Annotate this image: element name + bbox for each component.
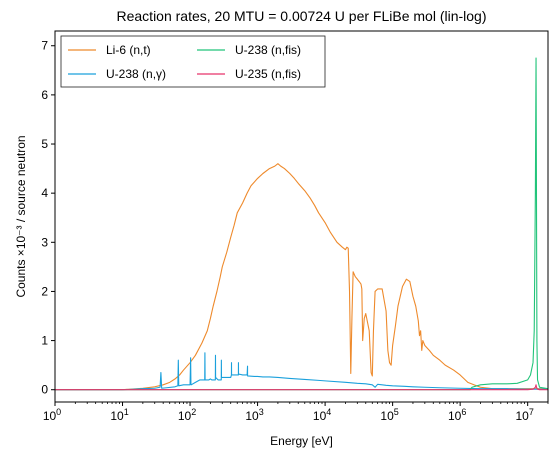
legend: Li-6 (n,t) U-238 (n,γ) U-238 (n,fis) U-235 … [61, 36, 325, 87]
x-tick-label-exp-0: 0 [56, 407, 61, 417]
legend-label-0: Li-6 (n,t) [106, 43, 151, 57]
y-axis-label: Counts ×10⁻³ / source neutron [14, 135, 28, 297]
x-tick-label-exp-2: 2 [191, 407, 196, 417]
y-tick-label-3: 3 [41, 235, 48, 249]
x-axis-label: Energy [eV] [270, 434, 333, 448]
legend-label-3: U-235 (n,fis) [235, 67, 301, 81]
y-tick-label-2: 2 [41, 284, 48, 298]
y-tick-label-5: 5 [41, 137, 48, 151]
legend-label-2: U-238 (n,fis) [235, 43, 301, 57]
x-tick-label-5: 105 [380, 407, 398, 423]
x-tick-label-6: 106 [448, 407, 466, 423]
y-tick-label-4: 4 [41, 186, 48, 200]
x-tick-label-2: 102 [178, 407, 196, 423]
x-tick-label-exp-1: 1 [124, 407, 129, 417]
x-tick-label-4: 104 [313, 407, 331, 423]
y-tick-label-7: 7 [41, 39, 48, 53]
y-tick-label-0: 0 [41, 383, 48, 397]
y-tick-label-1: 1 [41, 334, 48, 348]
x-tick-label-exp-4: 4 [326, 407, 331, 417]
legend-label-1: U-238 (n,γ) [106, 67, 166, 81]
chart-title: Reaction rates, 20 MTU = 0.00724 U per F… [117, 8, 487, 24]
y-tick-label-6: 6 [41, 88, 48, 102]
x-tick-label-3: 103 [245, 407, 263, 423]
x-tick-label-1: 101 [110, 407, 128, 423]
x-tick-label-exp-5: 5 [394, 407, 399, 417]
x-tick-label-exp-7: 7 [529, 407, 534, 417]
x-tick-label-7: 107 [515, 407, 533, 423]
x-tick-label-exp-6: 6 [461, 407, 466, 417]
x-tick-label-0: 100 [43, 407, 61, 423]
x-tick-label-exp-3: 3 [259, 407, 264, 417]
